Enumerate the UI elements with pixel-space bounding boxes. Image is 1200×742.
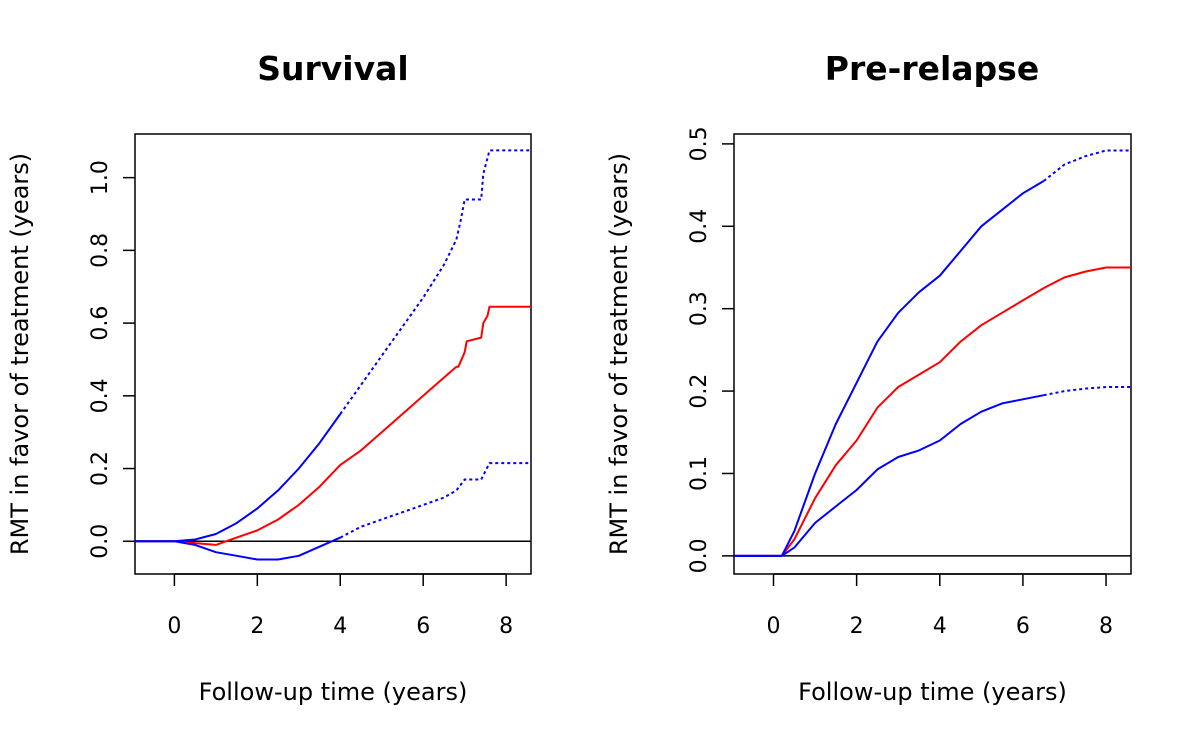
- panel-1-lower-line-5: [339, 462, 531, 539]
- panel-1-y-tick-label: 0.0: [88, 524, 113, 559]
- panel-1-plot-frame: [134, 133, 532, 575]
- panel-2-y-tick-label: 0.4: [687, 209, 712, 244]
- panel-1-y-tick-label: 0.8: [88, 233, 113, 268]
- panel-2-lower-line-5: [1043, 386, 1131, 397]
- panel-2-x-tick-label: 6: [1016, 614, 1030, 639]
- panel-1-y-tick-label: 0.4: [88, 378, 113, 413]
- panel-2-upper-line-3: [1043, 149, 1131, 182]
- panel-2-upper-line-2: [734, 180, 1045, 557]
- panel-2-x-axis-label: Follow-up time (years): [798, 678, 1067, 706]
- panel-2-y-tick-label: 0.2: [687, 374, 712, 409]
- panel-1-y-tick-label: 1.0: [88, 160, 113, 195]
- panel-2-y-tick-label: 0.1: [687, 456, 712, 491]
- panel-1-x-axis-label: Follow-up time (years): [199, 678, 468, 706]
- panel-2-lower-line-4: [734, 394, 1044, 557]
- panel-2-estimate-line-1: [734, 266, 1131, 557]
- panel-2-y-tick-label: 0.0: [687, 538, 712, 573]
- panel-2-x-tick-label: 8: [1099, 614, 1113, 639]
- panel-2-y-tick-label: 0.3: [687, 291, 712, 326]
- panel-2-x-tick-label: 4: [933, 614, 947, 639]
- panel-1-y-tick-label: 0.2: [88, 451, 113, 486]
- panel-1-lower-line-4: [135, 536, 341, 561]
- panel-1-x-tick-label: 2: [250, 614, 264, 639]
- panel-1-y-axis-label: RMT in favor of treatment (years): [6, 153, 34, 555]
- panel-1-upper-line-2: [135, 413, 342, 543]
- panel-1-x-tick-label: 4: [333, 614, 347, 639]
- panel-1-upper-line-3: [339, 149, 531, 415]
- panel-2-plot-frame: [733, 133, 1132, 575]
- panel-1-y-tick-label: 0.6: [88, 306, 113, 341]
- panel-1-title: Survival: [257, 49, 408, 88]
- panel-2-y-axis-label: RMT in favor of treatment (years): [605, 153, 633, 555]
- panel-2-title: Pre-relapse: [825, 49, 1039, 88]
- panel-1-x-tick-label: 0: [167, 614, 181, 639]
- panel-1-estimate-line-1: [135, 305, 531, 546]
- panel-1-x-tick-label: 8: [499, 614, 513, 639]
- panel-1-x-tick-label: 6: [416, 614, 430, 639]
- panel-2-y-tick-label: 0.5: [687, 126, 712, 161]
- panel-2-x-tick-label: 0: [766, 614, 780, 639]
- panel-2-x-tick-label: 2: [850, 614, 864, 639]
